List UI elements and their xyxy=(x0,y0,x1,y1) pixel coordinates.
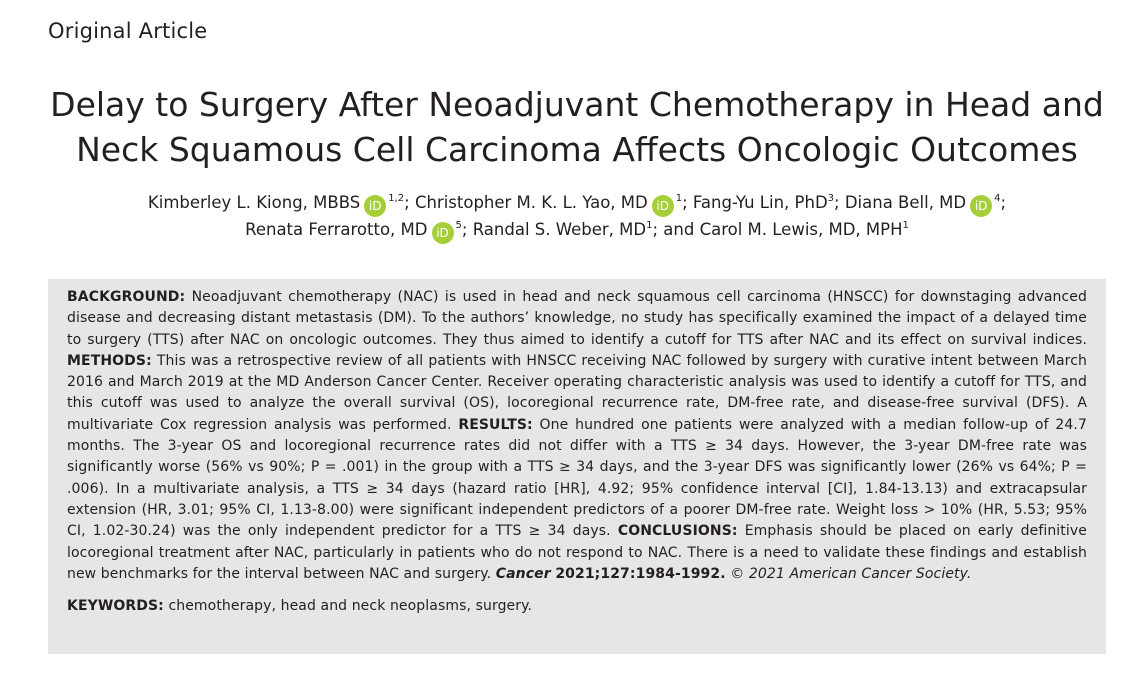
article-title: Delay to Surgery After Neoadjuvant Chemo… xyxy=(40,82,1114,172)
abstract-box: BACKGROUND: Neoadjuvant chemotherapy (NA… xyxy=(48,279,1106,654)
author-separator: ; xyxy=(404,193,410,212)
citation-details: 2021;127:1984-1992. xyxy=(555,565,726,582)
conclusions-label: CONCLUSIONS: xyxy=(617,523,738,540)
orcid-icon[interactable]: iD xyxy=(651,195,674,217)
orcid-icon[interactable]: iD xyxy=(431,222,454,244)
author-name: Renata Ferrarotto, MD xyxy=(245,220,428,239)
author-separator: ; and xyxy=(652,220,695,239)
section-label: Original Article xyxy=(48,19,208,43)
author-name: Fang-Yu Lin, PhD xyxy=(692,193,828,212)
author-separator: ; xyxy=(834,193,840,212)
background-text: Neoadjuvant chemotherapy (NAC) is used i… xyxy=(67,289,1087,348)
orcid-icon[interactable]: iD xyxy=(970,195,993,217)
author-separator: ; xyxy=(682,193,688,212)
author-affiliation: 4 xyxy=(994,193,1001,204)
author-separator: ; xyxy=(461,220,468,239)
author-name: Diana Bell, MD xyxy=(844,193,967,212)
author-list: Kimberley L. Kiong, MBBS iD1,2; Christoph… xyxy=(60,190,1094,244)
methods-label: METHODS: xyxy=(67,352,152,369)
title-line-1: Delay to Surgery After Neoadjuvant Chemo… xyxy=(50,85,1104,124)
author-affiliation: 1,2 xyxy=(388,193,405,204)
author-affiliation: 1 xyxy=(902,220,909,231)
author-affiliation: 5 xyxy=(455,220,462,231)
author-separator: ; xyxy=(1000,193,1007,212)
copyright: © 2021 American Cancer Society. xyxy=(730,565,972,582)
keywords-text: chemotherapy, head and neck neoplasms, s… xyxy=(168,598,533,615)
results-text: One hundred one patients were analyzed w… xyxy=(67,416,1087,540)
author-name: Randal S. Weber, MD xyxy=(472,220,647,239)
author-affiliation: 1 xyxy=(675,193,683,204)
author-name: Carol M. Lewis, MD, MPH xyxy=(699,220,903,239)
title-line-2: Neck Squamous Cell Carcinoma Affects Onc… xyxy=(76,130,1078,169)
author-affiliation: 1 xyxy=(646,220,653,231)
keywords-label: KEYWORDS: xyxy=(67,598,164,615)
results-label: RESULTS: xyxy=(458,416,533,433)
author-affiliation: 3 xyxy=(827,193,835,204)
background-label: BACKGROUND: xyxy=(67,289,186,305)
abstract-body: BACKGROUND: Neoadjuvant chemotherapy (NA… xyxy=(67,287,1087,585)
author-name: Kimberley L. Kiong, MBBS xyxy=(147,193,361,212)
keywords: KEYWORDS: chemotherapy, head and neck ne… xyxy=(67,596,1087,617)
citation-journal: Cancer xyxy=(495,565,551,582)
orcid-icon[interactable]: iD xyxy=(364,195,387,217)
author-name: Christopher M. K. L. Yao, MD xyxy=(414,193,648,212)
conclusions-text: Emphasis should be placed on early defin… xyxy=(67,523,1087,582)
methods-text: This was a retrospective review of all p… xyxy=(67,352,1087,433)
